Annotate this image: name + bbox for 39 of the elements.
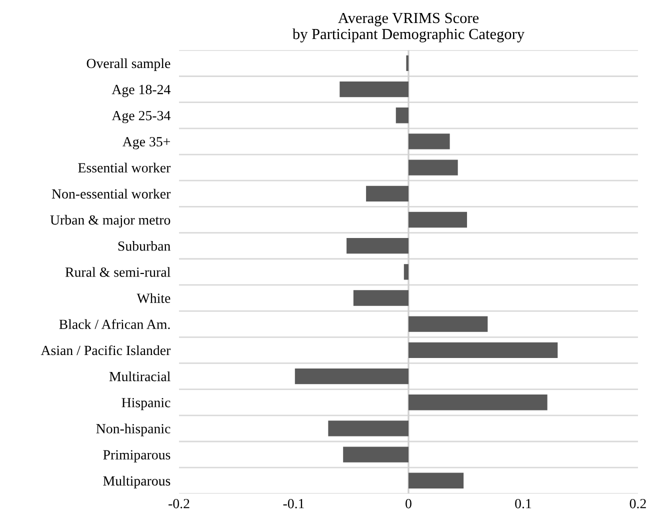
y-tick-label: Black / African Am. (59, 319, 170, 330)
bar (353, 290, 408, 306)
y-tick-label: Hispanic (122, 398, 170, 410)
bar (408, 472, 464, 488)
y-tick-label: White (136, 293, 170, 304)
bar (408, 342, 558, 358)
bar (340, 81, 408, 98)
chart-title: Average VRIMS Score by Participant Demographic Category (292, 12, 524, 42)
y-tick-label: Primiparous (103, 450, 170, 462)
bar (408, 394, 548, 410)
x-tick-label: -0.1 (283, 498, 304, 508)
y-tick-label: Essential worker (78, 162, 171, 173)
bar (408, 134, 450, 150)
y-tick-label: Multiracial (109, 371, 170, 382)
y-tick-label: Age 18-24 (112, 84, 170, 98)
bar (404, 264, 408, 280)
y-tick-label: Age 35+ (122, 137, 170, 150)
x-tick-label: 0 (406, 498, 412, 508)
y-tick-label: Multiparous (103, 476, 170, 488)
x-tick-label: 0.1 (515, 498, 532, 508)
x-tick-label: -0.2 (168, 498, 190, 508)
bar (366, 186, 408, 202)
y-tick-label: Overall sample (86, 58, 170, 71)
y-tick-label: Suburban (118, 241, 170, 251)
bar (408, 212, 468, 228)
y-tick-label: Non-hispanic (96, 424, 170, 436)
bar (408, 316, 488, 332)
bar (343, 446, 408, 462)
y-tick-label: Rural & semi-rural (65, 267, 170, 277)
x-tick-label: 0.2 (630, 498, 646, 508)
bar (328, 420, 408, 436)
bar (396, 108, 408, 124)
y-tick-label: Non-essential worker (52, 188, 171, 199)
y-tick-label: Age 25-34 (112, 110, 170, 124)
bar (408, 160, 458, 176)
bar (346, 238, 408, 254)
bar (294, 368, 408, 384)
y-tick-label: Asian / Pacific Islander (40, 345, 171, 356)
y-tick-label: Urban & major metro (50, 214, 170, 228)
